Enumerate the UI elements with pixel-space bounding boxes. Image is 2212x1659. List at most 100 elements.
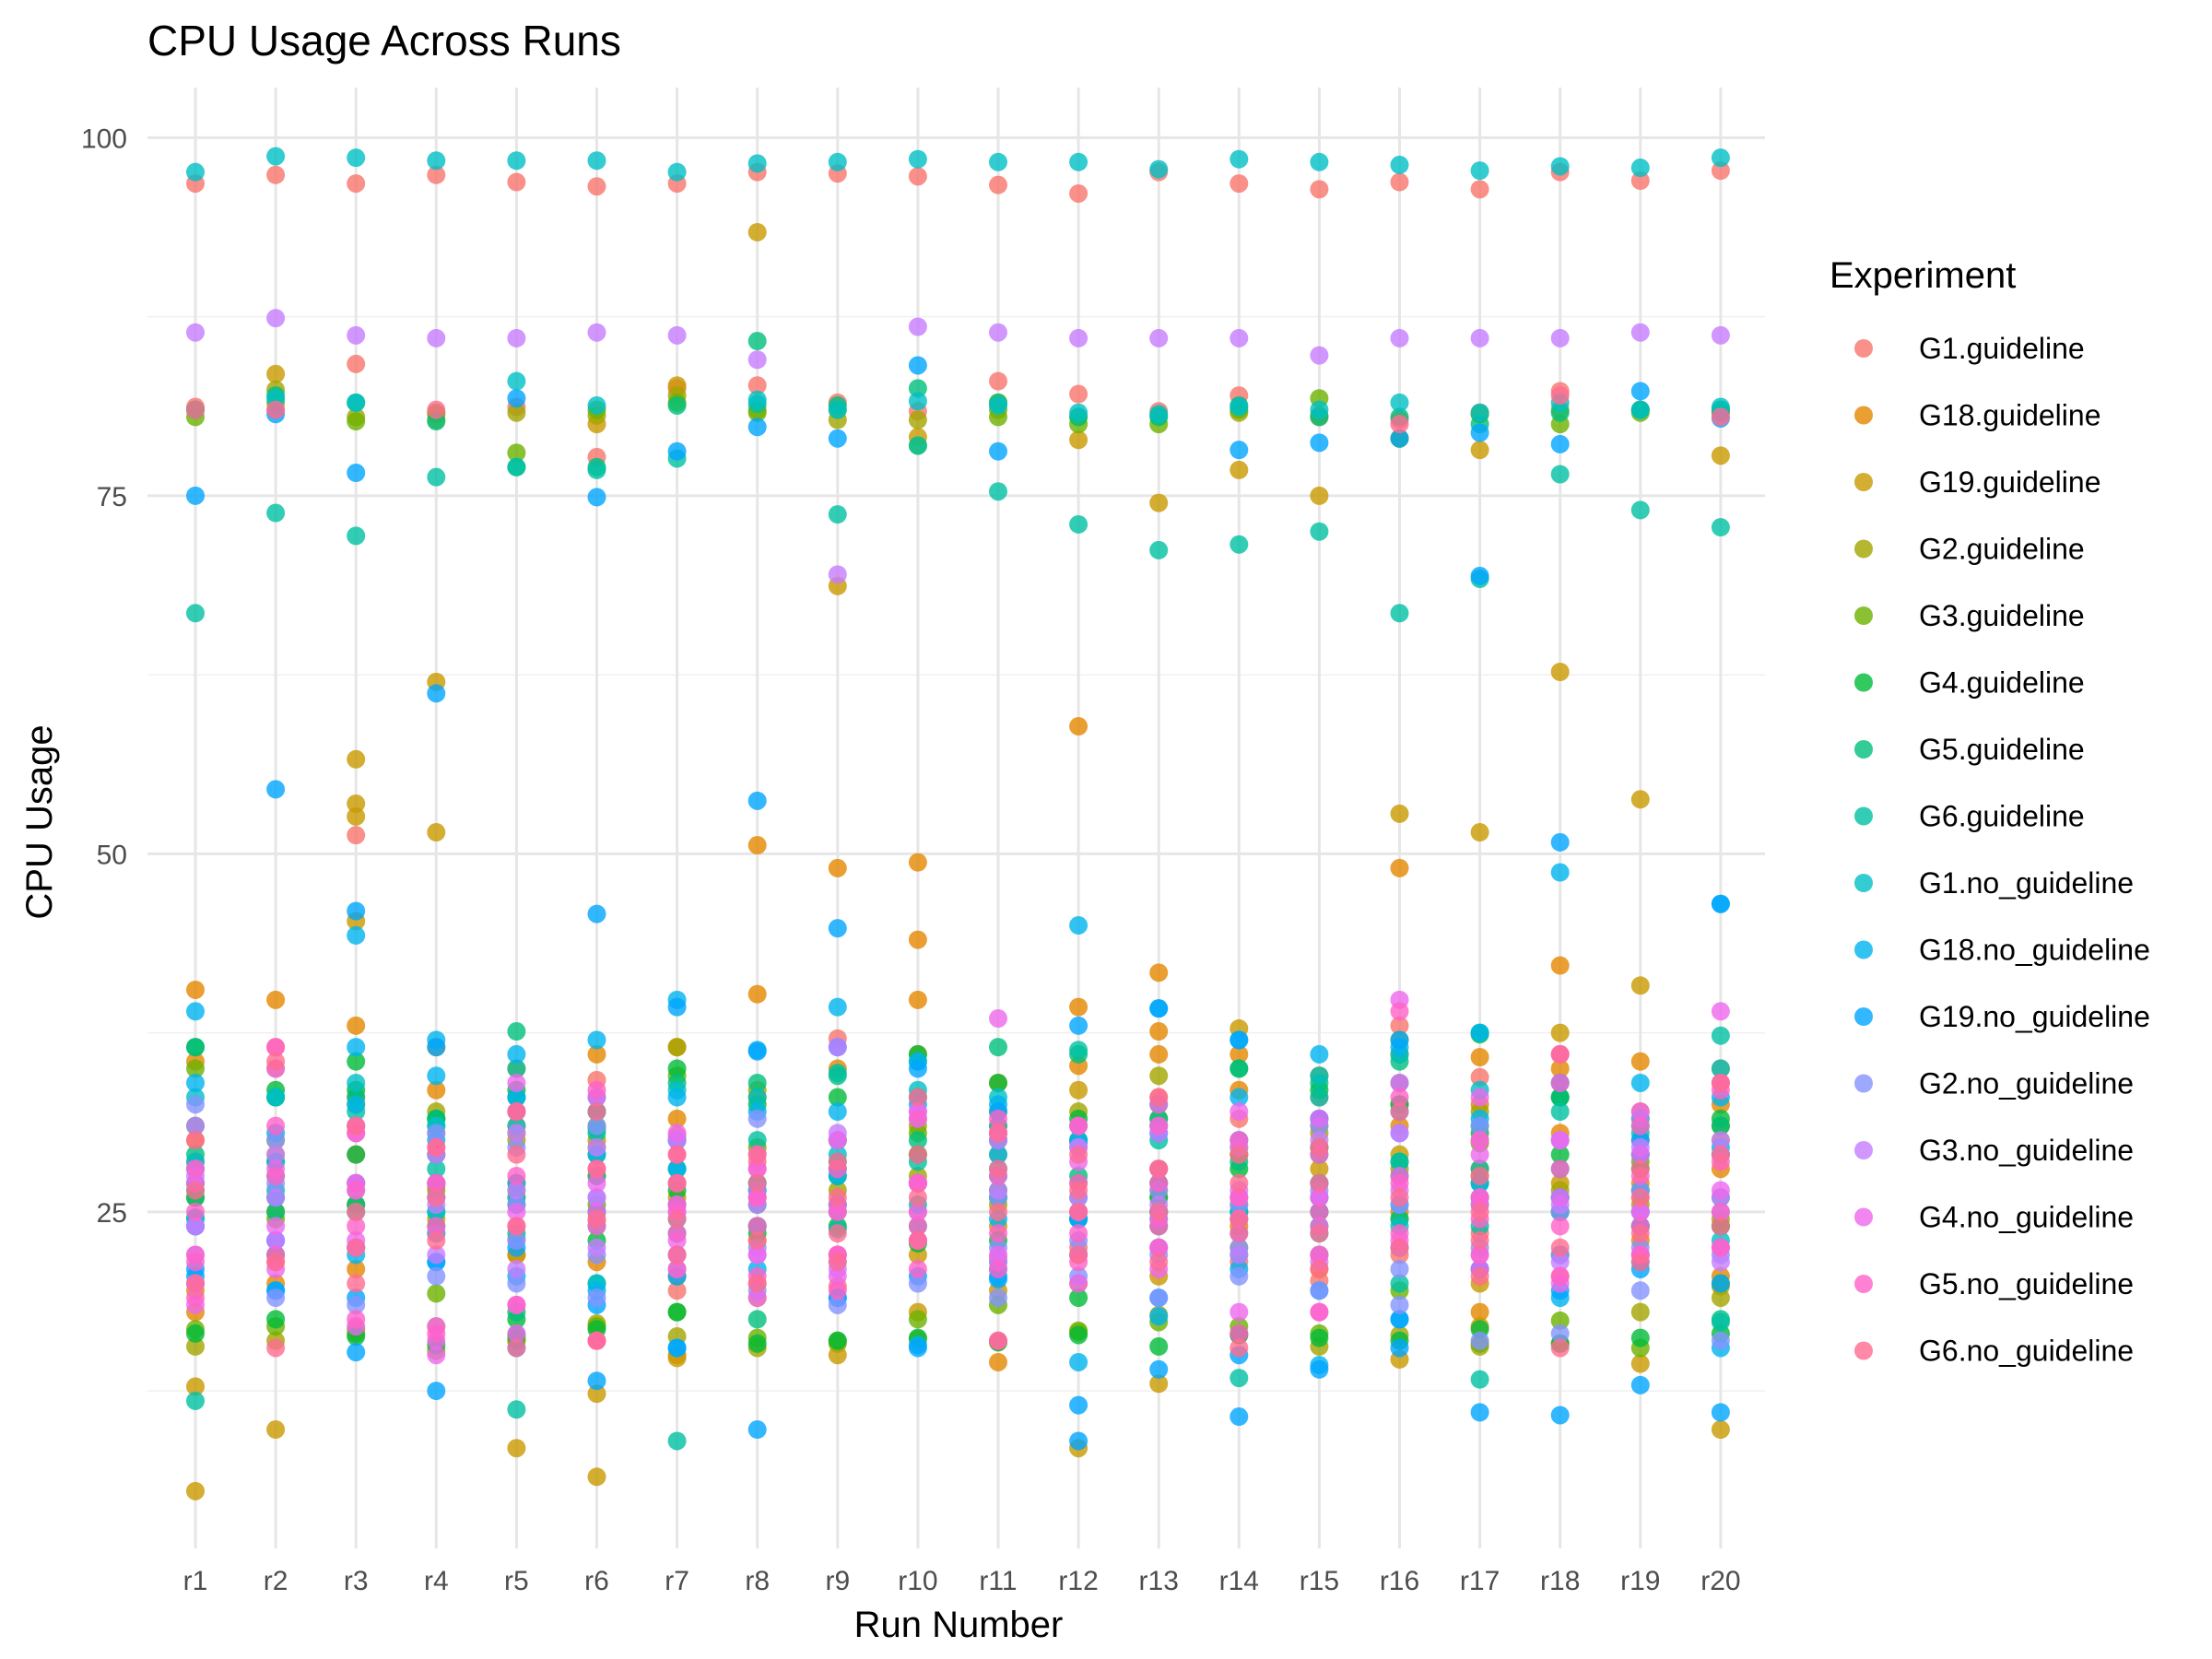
data-point — [1149, 540, 1169, 559]
data-point — [1149, 1116, 1169, 1135]
data-point — [1711, 1420, 1730, 1440]
data-point — [989, 1245, 1007, 1265]
data-point — [427, 328, 446, 347]
data-point — [828, 565, 847, 584]
data-point — [1149, 1217, 1169, 1236]
data-point — [1390, 858, 1409, 877]
data-point — [266, 1145, 286, 1164]
data-point — [1390, 1102, 1409, 1122]
x-tick-label: r11 — [979, 1566, 1017, 1596]
data-point — [1630, 1375, 1650, 1394]
data-point — [1550, 386, 1570, 406]
data-point — [1390, 1124, 1409, 1143]
y-axis-title: CPU Usage — [19, 724, 60, 919]
data-point — [1069, 1325, 1088, 1345]
data-point — [347, 325, 366, 345]
x-tick-label: r15 — [1300, 1566, 1339, 1596]
data-point — [1630, 171, 1650, 191]
data-point — [1230, 441, 1249, 460]
data-point — [266, 1217, 286, 1236]
data-point — [427, 400, 446, 419]
data-point — [1310, 1281, 1329, 1300]
legend-key — [1854, 1275, 1873, 1293]
data-point — [1230, 397, 1249, 417]
data-point — [1630, 159, 1650, 178]
data-point — [1069, 328, 1088, 347]
data-point — [908, 1310, 927, 1329]
data-point — [1149, 999, 1169, 1018]
data-point — [507, 151, 526, 171]
data-point — [1711, 1253, 1730, 1272]
data-point — [747, 836, 767, 855]
data-point — [828, 1202, 847, 1221]
data-point — [1390, 1016, 1409, 1035]
legend-key — [1854, 940, 1873, 959]
data-point — [1470, 1230, 1489, 1250]
data-point — [186, 1181, 205, 1200]
data-point — [1310, 1245, 1329, 1265]
legend-key — [1854, 806, 1873, 826]
data-point — [186, 1038, 205, 1057]
data-point — [1310, 152, 1329, 171]
data-point — [747, 332, 767, 351]
data-point — [507, 1022, 526, 1041]
data-point — [427, 1080, 446, 1100]
data-point — [828, 1064, 847, 1083]
data-point — [186, 1336, 205, 1356]
legend-label: G2.guideline — [1919, 533, 2085, 566]
data-point — [1390, 429, 1409, 448]
data-point — [667, 1245, 687, 1265]
data-point — [1069, 152, 1088, 171]
x-tick-label: r13 — [1139, 1566, 1179, 1596]
x-tick-label: r17 — [1460, 1566, 1500, 1596]
data-point — [1390, 1238, 1409, 1257]
data-point — [1470, 1023, 1489, 1042]
data-point — [1149, 1238, 1169, 1257]
legend-key — [1854, 1207, 1873, 1227]
data-point — [667, 1145, 687, 1164]
data-point — [1470, 441, 1489, 460]
data-point — [1630, 1253, 1650, 1272]
data-point — [1711, 148, 1730, 168]
data-point — [587, 323, 606, 342]
data-point — [1069, 1395, 1088, 1415]
data-point — [747, 1310, 767, 1329]
data-point — [747, 1230, 767, 1250]
legend-label: G3.guideline — [1919, 599, 2085, 632]
legend-label: G4.no_guideline — [1919, 1201, 2134, 1234]
data-point — [1470, 823, 1489, 842]
data-point — [1390, 1224, 1409, 1243]
data-point — [1550, 1059, 1570, 1078]
data-point — [1390, 1173, 1409, 1193]
legend-key — [1854, 673, 1873, 692]
data-points — [186, 147, 1730, 1500]
data-point — [1069, 1288, 1088, 1308]
data-point — [1711, 1312, 1730, 1332]
data-point — [1711, 446, 1730, 465]
data-point — [828, 1131, 847, 1150]
data-point — [347, 1116, 366, 1135]
data-point — [1149, 405, 1169, 424]
data-point — [1310, 1328, 1329, 1347]
data-point — [507, 403, 526, 422]
data-point — [507, 1202, 526, 1221]
data-point — [587, 1080, 606, 1100]
data-point — [347, 1238, 366, 1257]
data-point — [347, 794, 366, 813]
data-point — [1711, 1181, 1730, 1200]
data-point — [1310, 1173, 1329, 1193]
data-point — [828, 152, 847, 171]
data-point — [347, 1016, 366, 1035]
data-point — [587, 488, 606, 507]
data-point — [828, 429, 847, 448]
data-point — [1550, 1159, 1570, 1179]
data-point — [1390, 415, 1409, 434]
data-point — [1550, 1253, 1570, 1272]
chart-title: CPU Usage Across Runs — [147, 17, 621, 65]
data-point — [347, 1202, 366, 1221]
data-point — [1310, 1088, 1329, 1107]
data-point — [1630, 790, 1650, 809]
data-point — [1550, 1238, 1570, 1257]
data-point — [1149, 1288, 1169, 1308]
